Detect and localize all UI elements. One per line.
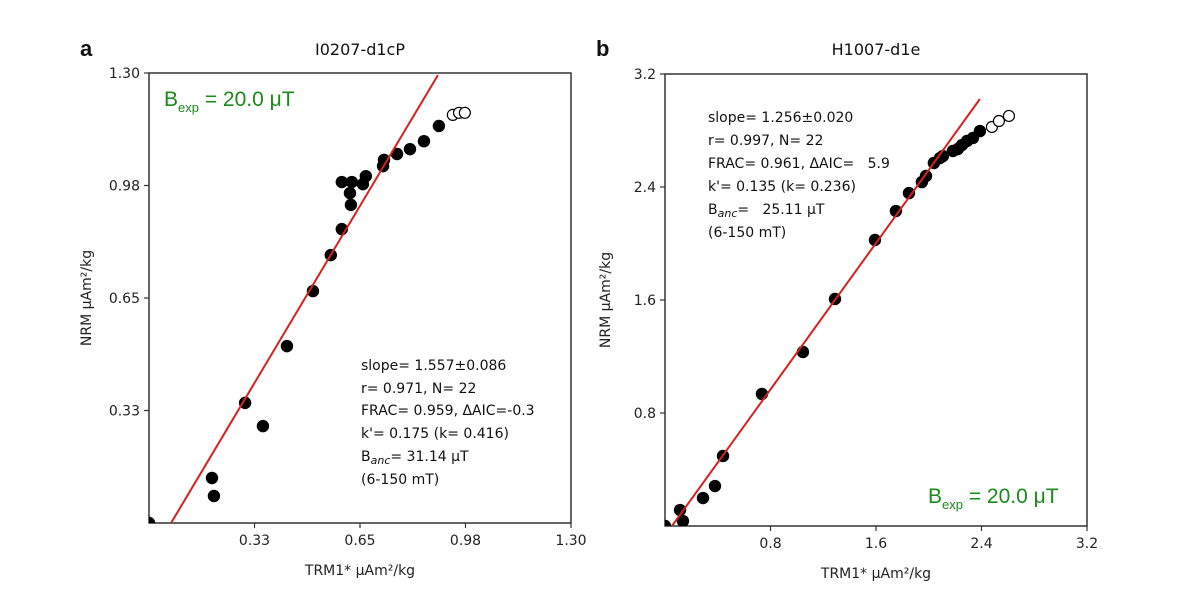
- stat-line: r= 0.971, N= 22: [361, 381, 476, 397]
- x-tick-label: 1.30: [555, 533, 586, 549]
- banc-b: B: [361, 449, 371, 465]
- data-point-open: [458, 106, 471, 119]
- bexp-b: B: [164, 88, 178, 111]
- x-tick-label: 0.65: [344, 533, 375, 549]
- data-point-filled: [868, 233, 882, 247]
- y-tick-label: 3.2: [634, 67, 656, 83]
- data-point-filled: [403, 142, 417, 156]
- data-point-filled: [676, 514, 690, 526]
- panel-b-title: H1007-d1e: [832, 40, 921, 59]
- panel-a-stats: slope= 1.557±0.086 r= 0.971, N= 22 FRAC=…: [361, 358, 535, 488]
- y-tick-label: 1.30: [109, 66, 140, 82]
- stat-line: k'= 0.135 (k= 0.236): [708, 179, 856, 195]
- data-point-filled: [696, 491, 710, 505]
- data-point-filled: [207, 489, 221, 503]
- panel-label-a: a: [80, 36, 93, 61]
- stat-line: slope= 1.256±0.020: [708, 110, 853, 126]
- y-tick-label: 0.65: [109, 291, 140, 307]
- data-point-filled: [149, 516, 156, 523]
- data-point-filled: [936, 149, 950, 163]
- fit-line: [671, 98, 981, 526]
- data-point-filled: [344, 198, 358, 212]
- x-tick-label: 0.33: [239, 533, 270, 549]
- bexp-sub: exp: [178, 100, 199, 115]
- x-tick-label: 3.2: [1076, 536, 1098, 552]
- data-point-filled: [889, 204, 903, 218]
- data-point-filled: [256, 419, 270, 433]
- fit-line: [170, 74, 439, 523]
- data-point-filled: [973, 124, 987, 138]
- data-point-filled: [345, 175, 359, 189]
- banc-b: B: [708, 202, 718, 218]
- panel-b-plot: 0.8 1.6 2.4 3.2 0.8 1.6 2.4 3.2: [634, 67, 1098, 552]
- bexp-sub: exp: [942, 497, 963, 512]
- bexp-b: B: [928, 485, 942, 508]
- panel-a-plot: 0.33 0.65 0.98 1.30 0.33 0.65 0.98 1.30: [109, 66, 587, 549]
- data-layer: [665, 98, 1016, 526]
- stat-line: k'= 0.175 (k= 0.416): [361, 426, 509, 442]
- data-point-filled: [280, 339, 294, 353]
- data-point-open: [1002, 109, 1016, 123]
- banc-value: = 31.14 μT: [390, 449, 469, 465]
- stat-line: FRAC= 0.961, ΔAIC= 5.9: [708, 156, 890, 172]
- data-point-filled: [238, 396, 252, 410]
- data-point-filled: [205, 471, 219, 485]
- banc-sub: anc: [371, 454, 391, 467]
- panel-b-stats: slope= 1.256±0.020 r= 0.997, N= 22 FRAC=…: [708, 110, 890, 241]
- data-point-filled: [335, 175, 349, 189]
- panel-a-xlabel: TRM1* μAm²/kg: [304, 563, 415, 579]
- stat-banc: Banc= 25.11 μT: [708, 202, 825, 220]
- panel-b-ylabel: NRM μAm²/kg: [598, 252, 614, 348]
- panel-b-bexp: Bexp = 20.0 μT: [928, 485, 1059, 512]
- stat-line: r= 0.997, N= 22: [708, 133, 823, 149]
- y-tick-label: 1.6: [634, 293, 656, 309]
- stat-banc: Banc= 31.14 μT: [361, 449, 469, 467]
- data-point-filled: [673, 503, 687, 517]
- stat-line: slope= 1.557±0.086: [361, 358, 506, 374]
- data-point-filled: [390, 147, 404, 161]
- data-point-filled: [417, 134, 431, 148]
- panel-b-xlabel: TRM1* μAm²/kg: [820, 566, 931, 582]
- data-point-filled: [708, 479, 722, 493]
- y-tick-label: 0.33: [109, 404, 140, 420]
- data-point-filled: [306, 284, 320, 298]
- bexp-value: = 20.0 μT: [963, 485, 1059, 508]
- data-point-filled: [359, 169, 373, 183]
- panel-label-b: b: [596, 36, 609, 61]
- y-tick-label: 0.98: [109, 179, 140, 195]
- banc-value: = 25.11 μT: [737, 202, 825, 218]
- panel-a-bexp: Bexp = 20.0 μT: [164, 88, 295, 115]
- banc-sub: anc: [718, 207, 738, 220]
- y-tick-label: 0.8: [634, 406, 656, 422]
- panel-b: b H1007-d1e 0.8 1.6 2.4 3.2 0.8 1.6 2.4 3.2 Bex…: [596, 36, 1098, 582]
- panel-a-title: I0207-d1cP: [315, 40, 405, 59]
- bexp-value: = 20.0 μT: [199, 88, 295, 111]
- data-point-open: [992, 114, 1006, 128]
- data-layer: [149, 74, 471, 523]
- data-point-filled: [432, 119, 446, 133]
- x-tick-label: 0.8: [759, 536, 781, 552]
- data-point-filled: [377, 153, 391, 167]
- stat-line: FRAC= 0.959, ΔAIC=-0.3: [361, 403, 535, 419]
- panel-a-ylabel: NRM μAm²/kg: [79, 250, 95, 346]
- panel-a: a I0207-d1cP 0.33 0.65 0.98 1.30 0.33 0.65 0.9…: [79, 36, 587, 579]
- stat-range: (6-150 mT): [708, 225, 786, 241]
- data-point-filled: [343, 186, 357, 200]
- data-point-filled: [665, 519, 672, 526]
- y-tick-label: 2.4: [634, 180, 656, 196]
- x-tick-label: 0.98: [450, 533, 481, 549]
- data-point-filled: [902, 186, 916, 200]
- x-tick-label: 1.6: [865, 536, 887, 552]
- stat-range: (6-150 mT): [361, 472, 439, 488]
- x-tick-label: 2.4: [970, 536, 992, 552]
